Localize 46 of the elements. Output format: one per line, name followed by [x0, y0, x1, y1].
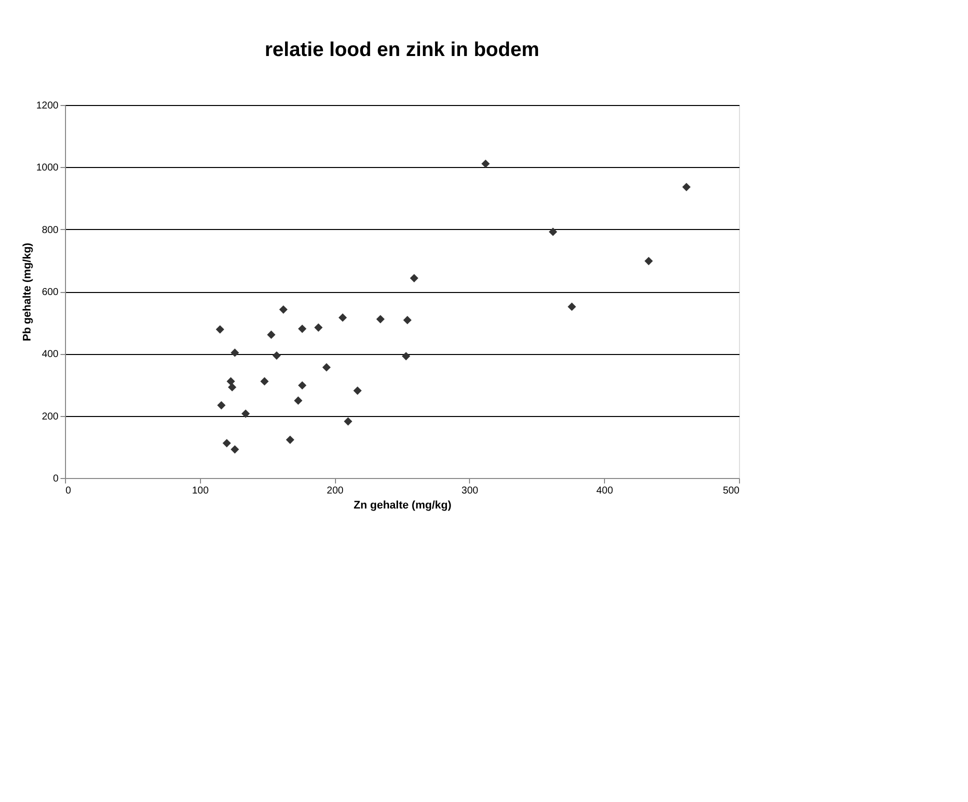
point: [230, 348, 240, 357]
point: [222, 439, 231, 448]
point: [322, 363, 331, 372]
point: [279, 305, 288, 314]
y-axis-title: Pb gehalte (mg/kg): [21, 242, 34, 342]
x-tick-label: 300: [462, 486, 479, 496]
point: [682, 182, 691, 192]
point: [548, 228, 558, 236]
x-axis-title: Zn gehalte (mg/kg): [354, 500, 452, 512]
point: [568, 302, 576, 311]
point: [403, 316, 412, 324]
x-tick-label: 500: [722, 486, 740, 496]
y-tick-label: 800: [42, 224, 59, 236]
x-tick-label: 200: [326, 486, 344, 496]
x-tick-label: 100: [192, 486, 210, 496]
point: [260, 377, 269, 386]
point: [294, 396, 302, 405]
point: [230, 445, 240, 454]
y-tick-label: 0: [52, 474, 59, 484]
y-tick-label: 1000: [36, 162, 59, 174]
y-tick-label: 1200: [36, 100, 59, 112]
point: [228, 383, 236, 392]
point: [644, 256, 653, 266]
point: [241, 409, 250, 418]
point: [286, 436, 294, 444]
point: [216, 325, 224, 334]
point: [344, 417, 352, 426]
point: [481, 160, 490, 168]
point: [267, 330, 276, 339]
point: [376, 314, 385, 324]
point: [402, 352, 410, 360]
point: [298, 324, 306, 333]
x-tick-label: 400: [596, 486, 614, 496]
chart-title: relatie lood en zink in bodem: [264, 39, 540, 61]
y-tick-label: 200: [42, 411, 59, 422]
point: [226, 377, 235, 386]
point: [353, 386, 362, 395]
x-tick-label: 0: [66, 486, 72, 496]
point: [338, 313, 347, 322]
point: [314, 323, 323, 332]
point: [217, 401, 226, 410]
point: [410, 274, 418, 282]
point: [298, 381, 306, 390]
point: [272, 351, 281, 360]
y-tick-label: 400: [42, 349, 59, 360]
y-tick-label: 600: [42, 287, 59, 298]
